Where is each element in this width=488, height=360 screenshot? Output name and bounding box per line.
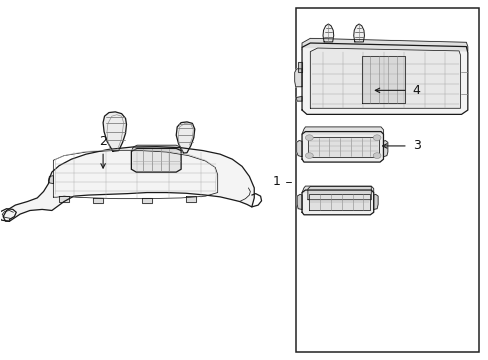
Text: 2: 2 (99, 135, 107, 148)
Polygon shape (302, 186, 373, 193)
Polygon shape (302, 190, 373, 215)
Polygon shape (294, 69, 302, 87)
Circle shape (372, 153, 380, 158)
Polygon shape (307, 186, 370, 200)
Polygon shape (308, 194, 369, 211)
Polygon shape (185, 196, 195, 202)
Polygon shape (131, 148, 181, 172)
Polygon shape (310, 48, 460, 108)
Text: 1: 1 (272, 175, 280, 188)
Polygon shape (302, 132, 383, 162)
Circle shape (305, 153, 313, 158)
Polygon shape (307, 137, 378, 157)
Polygon shape (383, 140, 387, 157)
Polygon shape (353, 24, 364, 42)
Polygon shape (298, 62, 302, 72)
Polygon shape (361, 56, 405, 103)
Polygon shape (103, 112, 126, 151)
Polygon shape (302, 127, 383, 134)
Polygon shape (142, 198, 152, 203)
Circle shape (305, 135, 313, 140)
Polygon shape (48, 176, 53, 184)
Polygon shape (296, 140, 302, 157)
Text: 4: 4 (412, 84, 420, 97)
Polygon shape (302, 39, 467, 51)
Circle shape (372, 135, 380, 140)
Polygon shape (3, 147, 254, 221)
Polygon shape (302, 43, 467, 114)
Polygon shape (323, 24, 333, 42)
Polygon shape (59, 196, 69, 202)
Polygon shape (297, 194, 302, 210)
Bar (295, 8, 478, 352)
Text: 3: 3 (412, 139, 420, 152)
Polygon shape (296, 96, 302, 101)
Polygon shape (93, 198, 103, 203)
Polygon shape (131, 145, 181, 151)
Polygon shape (373, 194, 377, 210)
Polygon shape (176, 122, 194, 153)
